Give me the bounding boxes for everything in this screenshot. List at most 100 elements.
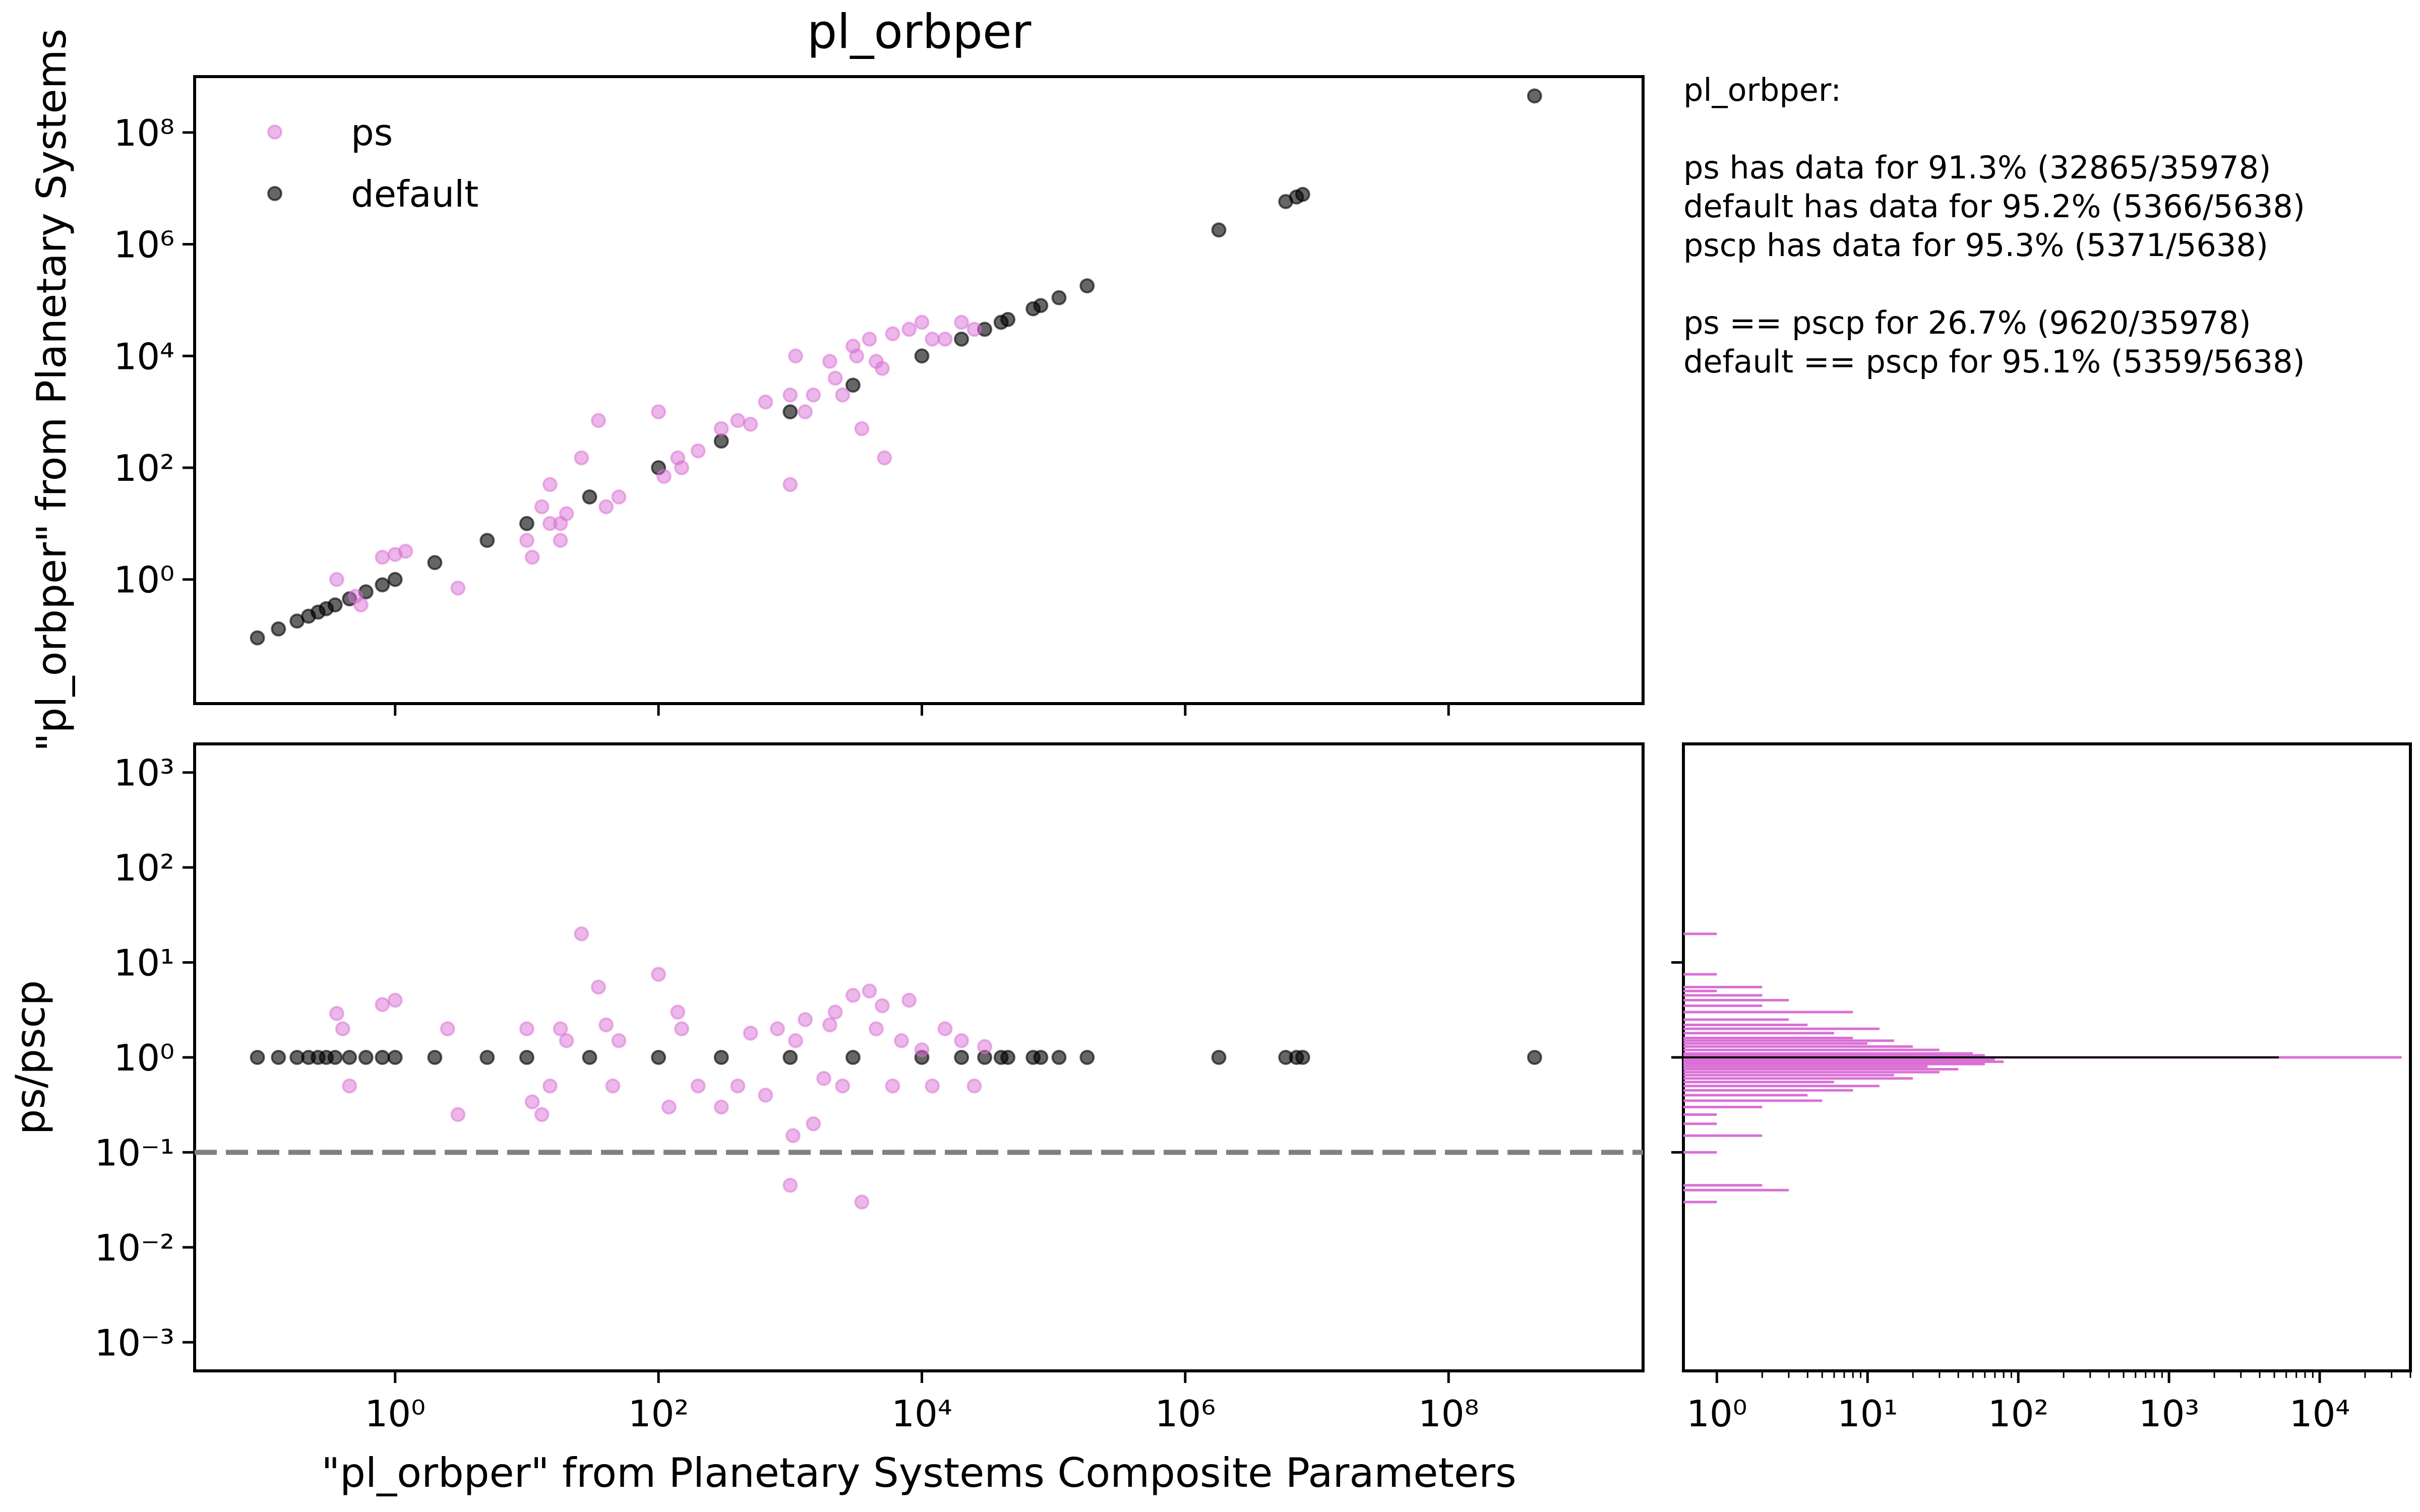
data-point-ps — [874, 998, 890, 1014]
data-point-default — [954, 331, 970, 347]
data-point-default — [1000, 311, 1016, 327]
data-point-ps — [937, 331, 953, 347]
info-line: pscp has data for 95.3% (5371/5638) — [1683, 227, 2268, 264]
data-point-default — [651, 1050, 667, 1065]
data-point-default — [387, 1050, 403, 1065]
data-point-ps — [822, 354, 837, 369]
legend-label: default — [351, 173, 478, 215]
x-tick-label: 10² — [1988, 1393, 2048, 1435]
y-tick-label: 10³ — [114, 752, 174, 794]
data-point-ps — [574, 926, 589, 941]
data-point-ps — [770, 1021, 785, 1037]
legend-marker — [267, 124, 282, 140]
data-point-default — [782, 1050, 798, 1065]
data-point-ps — [868, 354, 884, 369]
data-point-ps — [651, 404, 667, 420]
data-point-ps — [342, 1078, 357, 1094]
y-tick-label: 10⁴ — [114, 335, 174, 377]
data-point-ps — [877, 450, 892, 466]
y-tick-label: 10² — [114, 847, 174, 889]
data-point-ps — [782, 387, 798, 403]
data-point-ps — [785, 1128, 801, 1144]
data-point-ps — [387, 992, 403, 1008]
data-point-ps — [674, 460, 690, 475]
data-point-ps — [954, 314, 970, 330]
data-point-default — [1295, 186, 1310, 202]
legend-marker — [267, 186, 282, 201]
info-line: ps == pscp for 26.7% (9620/35978) — [1683, 304, 2251, 341]
y-axis-label-top: "pl_orbper" from Planetary Systems — [28, 29, 75, 752]
data-point-ps — [925, 331, 940, 347]
y-tick-label: 10⁸ — [114, 112, 174, 154]
data-point-ps — [743, 416, 758, 432]
y-tick-label: 10⁻² — [95, 1227, 174, 1269]
data-point-default — [1033, 298, 1049, 313]
data-point-ps — [519, 533, 534, 548]
chart-title: pl_orbper — [807, 5, 1032, 59]
data-point-default — [914, 348, 930, 364]
data-point-default — [519, 516, 534, 531]
scatter-panel-top: 10⁰ 10² 10⁴ 10⁶ 10⁸ "pl_orbper" from Planetar… — [28, 29, 1645, 752]
data-point-ps — [542, 477, 558, 492]
y-tick-label: 10⁻³ — [95, 1321, 174, 1364]
data-point-default — [271, 621, 286, 637]
data-point-ps — [862, 331, 877, 347]
x-tick-label: 10⁶ — [1155, 1393, 1216, 1435]
data-point-default — [479, 533, 495, 548]
data-point-default — [1079, 278, 1095, 294]
data-point-default — [250, 630, 265, 646]
data-point-default — [327, 597, 343, 613]
data-point-ps — [914, 1042, 930, 1058]
data-point-ps — [849, 348, 865, 364]
data-point-ps — [690, 1078, 706, 1094]
data-point-ps — [816, 1070, 831, 1086]
data-point-ps — [730, 1078, 746, 1094]
data-point-ps — [591, 979, 606, 995]
data-point-ps — [966, 1078, 982, 1094]
x-tick-label: 10⁴ — [891, 1393, 952, 1435]
data-point-default — [427, 1050, 443, 1065]
plot-frame-top — [193, 75, 1645, 705]
data-point-default — [1033, 1050, 1049, 1065]
x-tick-label: 10⁰ — [365, 1393, 426, 1435]
data-point-ps — [353, 597, 369, 613]
data-point-ps — [885, 326, 900, 342]
data-point-ps — [524, 549, 540, 565]
y-tick-label: 10² — [114, 447, 174, 489]
data-point-ps — [788, 348, 804, 364]
data-point-ps — [656, 469, 672, 484]
data-point-ps — [542, 1078, 558, 1094]
data-point-ps — [835, 387, 851, 403]
data-point-ps — [611, 489, 627, 505]
data-point-default — [845, 377, 861, 393]
data-point-ps — [598, 1017, 614, 1033]
data-point-default — [271, 1050, 286, 1065]
data-point-ps — [966, 322, 982, 337]
data-point-default — [479, 1050, 495, 1065]
data-point-ps — [743, 1025, 758, 1041]
x-tick-label: 10⁴ — [2289, 1393, 2350, 1435]
data-point-ps — [977, 1039, 993, 1054]
data-point-ps — [661, 1099, 677, 1115]
data-point-ps — [822, 1017, 837, 1033]
data-point-ps — [806, 387, 821, 403]
data-point-ps — [806, 1116, 821, 1131]
data-point-ps — [534, 1107, 550, 1122]
data-point-ps — [574, 450, 589, 466]
x-axis-label: "pl_orbper" from Planetary Systems Compo… — [321, 1450, 1516, 1496]
data-point-ps — [598, 499, 614, 515]
data-point-ps — [901, 992, 917, 1008]
data-point-ps — [591, 413, 606, 428]
data-point-ps — [730, 413, 746, 428]
data-point-ps — [559, 1033, 574, 1048]
info-line: default has data for 95.2% (5366/5638) — [1683, 188, 2305, 225]
data-point-ps — [329, 572, 344, 587]
data-point-ps — [901, 322, 917, 337]
data-point-default — [1051, 1050, 1067, 1065]
data-point-ps — [450, 580, 466, 596]
data-point-ps — [674, 1021, 690, 1037]
legend-label: ps — [351, 111, 393, 154]
data-point-default — [1211, 222, 1227, 238]
data-point-default — [1295, 1050, 1310, 1065]
